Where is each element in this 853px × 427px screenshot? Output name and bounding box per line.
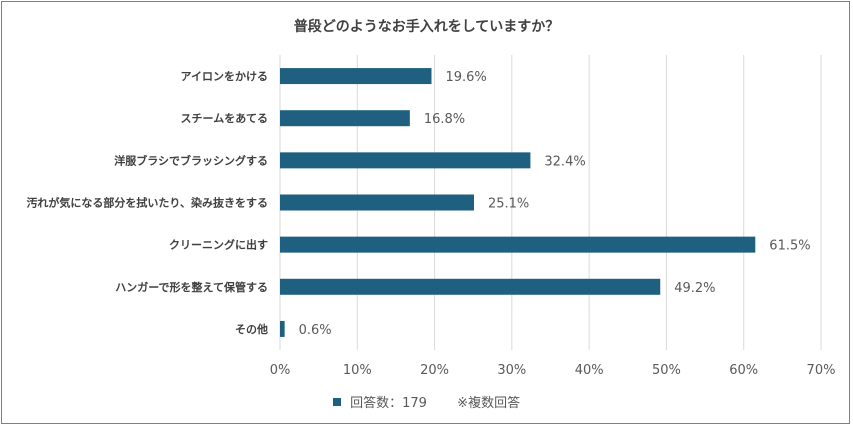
bar [280, 320, 285, 337]
x-tick-label: 10% [343, 363, 372, 378]
category-label: その他 [235, 322, 268, 336]
data-label: 25.1% [488, 197, 529, 212]
x-tick-label: 50% [652, 363, 681, 378]
x-tick-label: 60% [729, 363, 758, 378]
x-tick-label: 30% [497, 363, 526, 378]
x-tick-label: 0% [270, 363, 291, 378]
bar [280, 110, 410, 127]
data-label: 61.5% [769, 239, 810, 254]
x-tick-label: 20% [420, 363, 449, 378]
chart-title: 普段どのようなお手入れをしていますか？ [293, 19, 560, 35]
legend-swatch [332, 397, 341, 406]
data-label: 0.6% [299, 323, 332, 338]
bar [280, 278, 661, 295]
category-label: 洋服ブラシでブラッシングする [114, 153, 268, 167]
bar [280, 194, 474, 211]
category-label: クリーニングに出す [169, 238, 268, 252]
category-label: ハンガーで形を整えて保管する [115, 280, 268, 294]
bar [280, 68, 432, 85]
x-tick-label: 70% [807, 363, 836, 378]
bar [280, 152, 531, 169]
category-label: スチームをあてる [181, 112, 268, 125]
data-label: 19.6% [445, 70, 486, 85]
legend-note: ※複数回答 [457, 396, 521, 411]
data-label: 49.2% [674, 281, 715, 296]
bar [280, 236, 756, 253]
data-label: 32.4% [544, 154, 585, 169]
category-label: アイロンをかける [181, 70, 268, 83]
category-label: 汚れが気になる部分を拭いたり、染み抜きをする [26, 196, 268, 210]
x-tick-label: 40% [575, 363, 604, 378]
data-label: 16.8% [424, 112, 465, 127]
chart-legend: 回答数：179 ※複数回答 [0, 392, 853, 411]
legend-label: 回答数：179 [350, 396, 427, 411]
